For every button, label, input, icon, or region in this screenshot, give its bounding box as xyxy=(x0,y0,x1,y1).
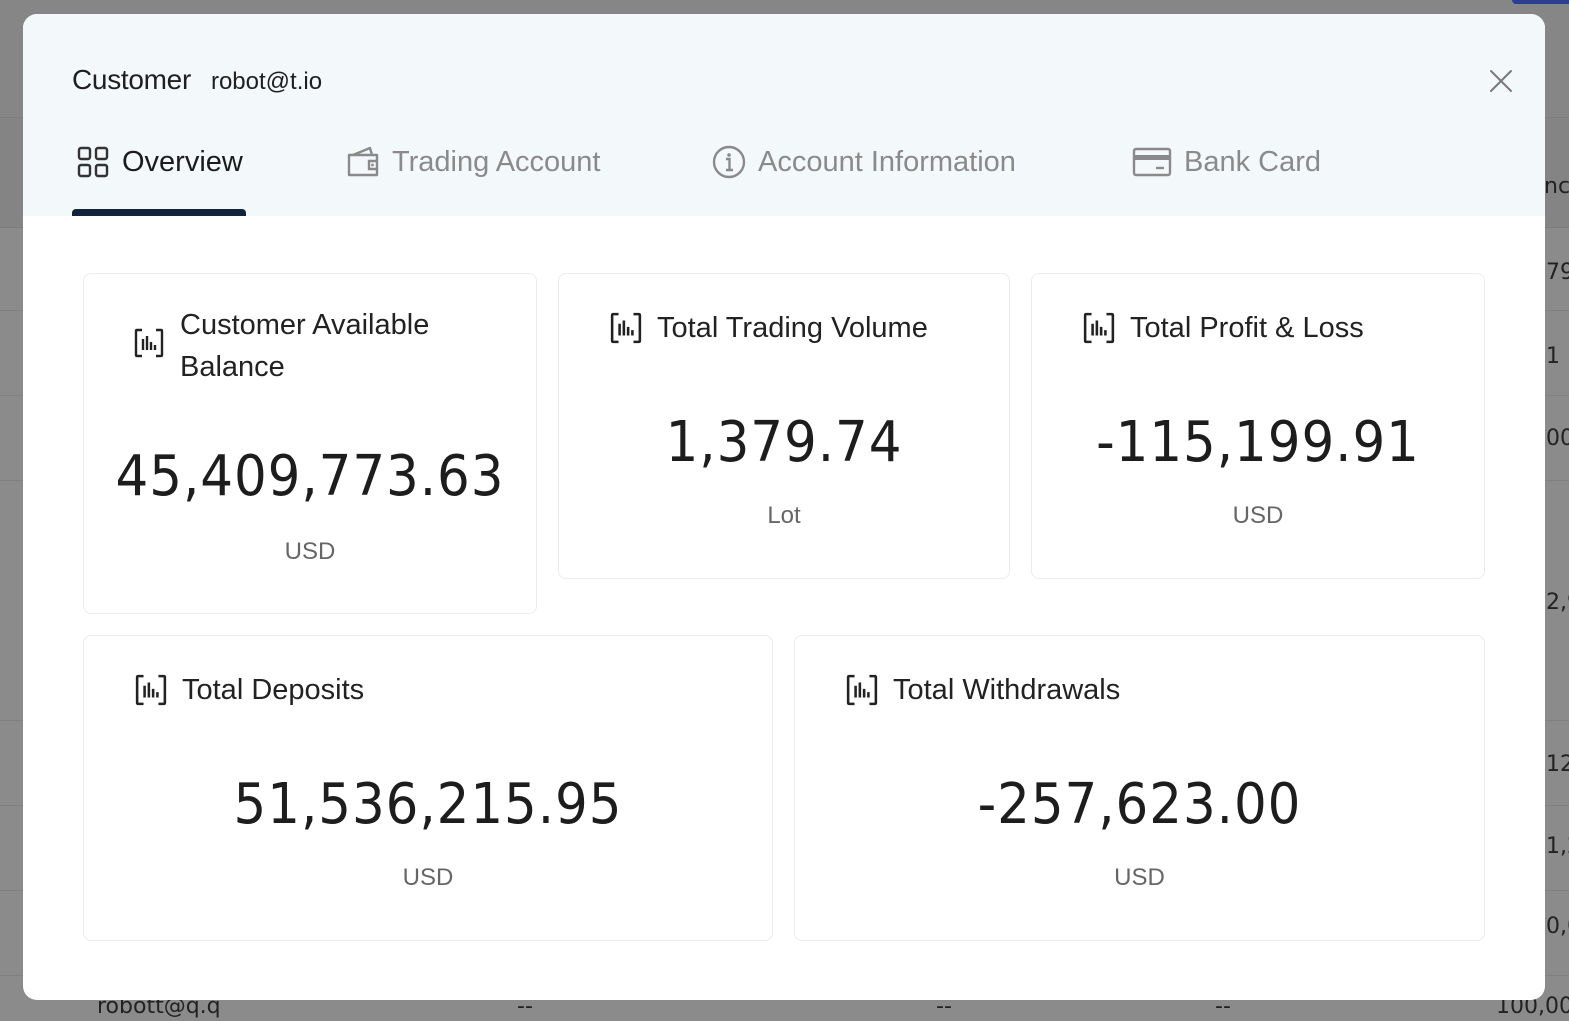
background-primary-button xyxy=(1512,0,1569,4)
background-cell: 0,0 xyxy=(1546,914,1569,939)
card-unit: USD xyxy=(284,538,336,565)
chart-icon xyxy=(132,326,166,360)
card-title: Total Trading Volume xyxy=(609,307,928,349)
card-unit: Lot xyxy=(767,502,801,529)
card-value: 1,379.74 xyxy=(665,410,903,475)
grid-icon xyxy=(76,144,110,180)
card-available-balance: Customer Available Balance 45,409,773.63… xyxy=(83,273,537,614)
card-title-text: Total Profit & Loss xyxy=(1130,312,1364,344)
card-unit: USD xyxy=(1114,864,1165,891)
tab-overview[interactable]: Overview xyxy=(76,142,243,216)
background-cell: 1 xyxy=(1546,344,1560,369)
background-cell: -- xyxy=(517,994,533,1019)
credit-card-icon xyxy=(1132,144,1172,180)
background-cell: -- xyxy=(936,994,952,1019)
card-title-text: Customer Available Balance xyxy=(180,309,430,383)
modal-title-row: Customer robot@t.io xyxy=(72,64,322,96)
background-header-fragment: nc xyxy=(1544,174,1569,199)
card-unit: USD xyxy=(1232,502,1284,529)
card-title-text: Total Deposits xyxy=(182,674,365,706)
info-icon xyxy=(712,144,746,180)
card-trading-volume: Total Trading Volume 1,379.74 Lot xyxy=(558,273,1010,579)
customer-modal: Customer robot@t.io Overview xyxy=(23,14,1545,1000)
modal-title: Customer xyxy=(72,64,191,95)
chart-icon xyxy=(845,673,879,707)
tab-account-information-label: Account Information xyxy=(758,146,1016,178)
card-profit-loss: Total Profit & Loss -115,199.91 USD xyxy=(1031,273,1485,579)
active-tab-indicator xyxy=(72,209,246,216)
close-icon xyxy=(1490,70,1512,92)
tab-trading-account-label: Trading Account xyxy=(392,146,601,178)
close-button[interactable] xyxy=(1486,66,1516,96)
chart-icon xyxy=(1082,311,1116,345)
card-title-text: Total Withdrawals xyxy=(893,674,1121,706)
card-value: -257,623.00 xyxy=(977,772,1302,837)
background-cell: 00 xyxy=(1546,426,1569,451)
card-value: -115,199.91 xyxy=(1096,410,1420,475)
background-cell: 12 xyxy=(1546,752,1569,777)
background-cell: 79 xyxy=(1546,260,1569,285)
card-title: Customer Available Balance xyxy=(132,304,512,388)
card-title: Total Withdrawals xyxy=(845,669,1120,711)
card-value: 51,536,215.95 xyxy=(233,772,623,837)
chart-icon xyxy=(609,311,643,345)
tab-account-information[interactable]: Account Information xyxy=(712,142,1016,216)
modal-header: Customer robot@t.io Overview xyxy=(23,14,1545,216)
tab-overview-label: Overview xyxy=(122,146,243,178)
wallet-icon xyxy=(346,144,380,180)
background-cell: 1,2 xyxy=(1546,834,1569,859)
card-title-text: Total Trading Volume xyxy=(657,312,928,344)
card-value: 45,409,773.63 xyxy=(115,444,505,509)
card-unit: USD xyxy=(402,864,454,891)
background-cell: 2,9 xyxy=(1546,590,1569,615)
chart-icon xyxy=(134,673,168,707)
card-title: Total Deposits xyxy=(134,669,364,711)
card-total-deposits: Total Deposits 51,536,215.95 USD xyxy=(83,635,773,941)
card-title: Total Profit & Loss xyxy=(1082,307,1364,349)
card-total-withdrawals: Total Withdrawals -257,623.00 USD xyxy=(794,635,1485,941)
tab-trading-account[interactable]: Trading Account xyxy=(346,142,601,216)
tab-bank-card[interactable]: Bank Card xyxy=(1132,142,1321,216)
background-cell: -- xyxy=(1215,994,1231,1019)
customer-email: robot@t.io xyxy=(210,68,323,95)
tab-bank-card-label: Bank Card xyxy=(1184,146,1322,178)
